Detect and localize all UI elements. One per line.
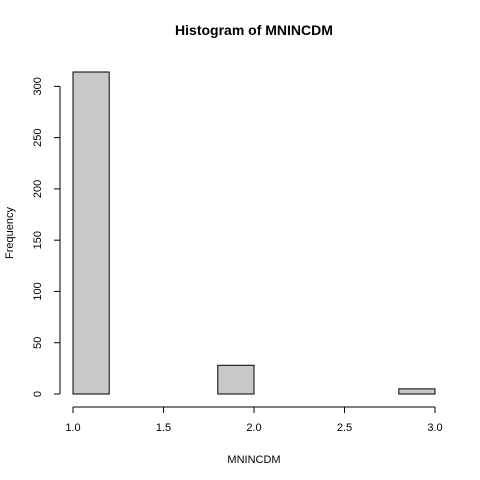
y-axis-label: Frequency: [4, 207, 16, 259]
y-tick-label: 50: [32, 337, 44, 349]
y-tick-label: 300: [32, 77, 44, 95]
x-tick-label: 1.5: [156, 422, 171, 434]
y-tick-label: 0: [32, 391, 44, 397]
bars-group: [72, 71, 436, 395]
y-axis: 0 50 100 150 200 250 300: [32, 77, 61, 397]
chart-title: Histogram of MNINCDM: [175, 22, 333, 38]
y-tick-label: 150: [32, 231, 44, 249]
histogram-bar: [72, 71, 110, 395]
x-tick-label: 2.0: [246, 422, 261, 434]
y-tick-label: 100: [32, 282, 44, 300]
x-axis: 1.0 1.5 2.0 2.5 3.0: [65, 406, 443, 434]
x-tick-label: 2.5: [337, 422, 352, 434]
y-tick-label: 200: [32, 180, 44, 198]
histogram-bar: [398, 388, 436, 395]
x-axis-label: MNINCDM: [227, 454, 280, 466]
histogram-bar: [217, 364, 255, 395]
y-tick-label: 250: [32, 128, 44, 146]
x-tick-label: 3.0: [427, 422, 442, 434]
x-tick-label: 1.0: [65, 422, 80, 434]
